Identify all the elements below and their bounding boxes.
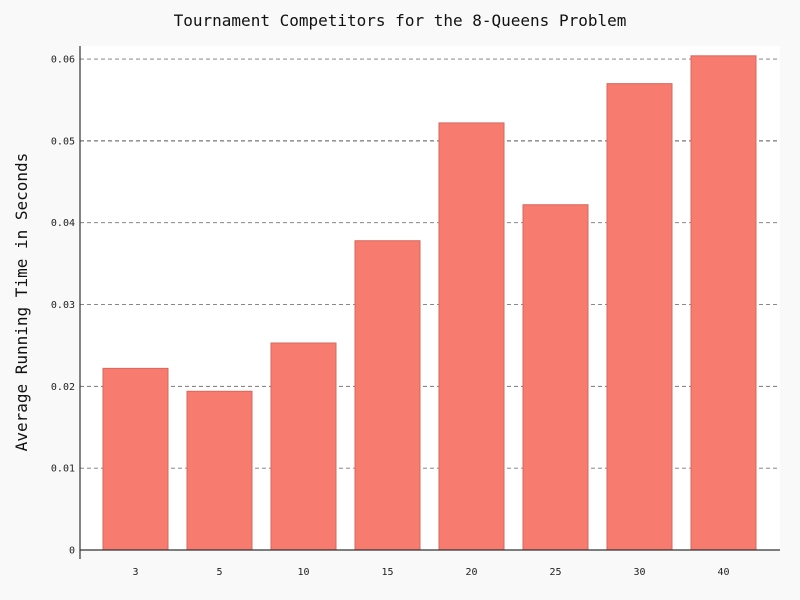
bar-40	[690, 55, 757, 551]
axes	[79, 46, 780, 559]
y-tick-label: 0.05	[51, 136, 75, 147]
chart-title: Tournament Competitors for the 8-Queens …	[174, 11, 627, 30]
y-tick-label: 0.03	[51, 300, 75, 311]
x-tick-labels: 3 5 10 15 20 25 30 40	[132, 567, 729, 578]
plot-area	[80, 46, 780, 550]
x-tick-label: 5	[216, 567, 222, 578]
bar-10	[270, 342, 337, 551]
y-tick-label: 0.01	[51, 464, 75, 475]
x-tick-label: 15	[381, 567, 393, 578]
x-tick-label: 40	[717, 567, 729, 578]
x-tick-label: 30	[633, 567, 645, 578]
y-tick-label: 0	[69, 546, 75, 557]
y-tick-labels: 0 0.01 0.02 0.03 0.04 0.05 0.06	[51, 55, 75, 557]
y-tick-label: 0.02	[51, 382, 75, 393]
x-tick-label: 20	[465, 567, 477, 578]
bar-25	[522, 204, 589, 551]
bar-15	[354, 240, 421, 551]
bar-3	[102, 367, 169, 551]
bar-20	[438, 122, 505, 551]
x-tick-label: 3	[132, 567, 138, 578]
y-tick-label: 0.06	[51, 55, 75, 66]
x-tick-label: 10	[297, 567, 309, 578]
y-axis-label: Average Running Time in Seconds	[12, 153, 31, 452]
bars	[102, 55, 757, 551]
bar-30	[606, 83, 673, 551]
bar-5	[186, 390, 253, 551]
y-tick-label: 0.04	[51, 218, 75, 229]
x-tick-label: 25	[549, 567, 561, 578]
